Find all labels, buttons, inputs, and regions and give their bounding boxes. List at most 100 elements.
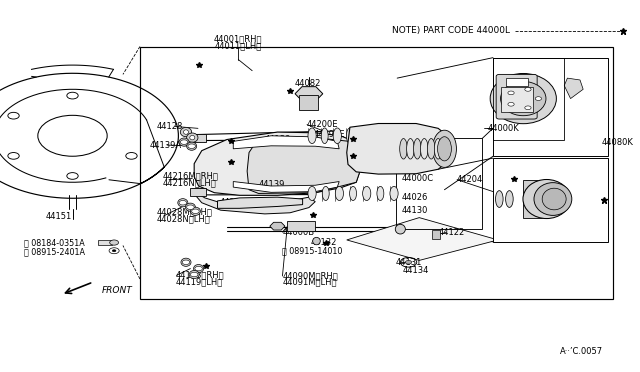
Polygon shape [270,222,285,230]
Text: 44130: 44130 [401,206,428,215]
Text: 44204: 44204 [457,175,483,184]
Bar [493,158,609,242]
Ellipse shape [490,74,556,124]
Bar [287,221,316,231]
Text: 44151: 44151 [45,212,72,221]
Circle shape [191,209,199,214]
Text: Ⓥ 08915-2401A: Ⓥ 08915-2401A [24,247,85,256]
Text: 44216N（LH）: 44216N（LH） [163,179,216,187]
Circle shape [508,102,514,106]
Ellipse shape [193,264,204,273]
Bar [433,230,440,239]
Text: 44082: 44082 [295,79,321,88]
Text: 44000B: 44000B [282,228,315,237]
Ellipse shape [495,190,503,208]
Text: 44216M（RH）: 44216M（RH） [163,171,218,180]
Text: 44132: 44132 [310,238,337,247]
Ellipse shape [428,139,435,159]
Ellipse shape [187,133,198,142]
Circle shape [195,266,202,271]
Text: 44000K: 44000K [487,124,519,133]
Ellipse shape [377,186,384,201]
Circle shape [109,240,118,245]
Circle shape [182,260,190,264]
Circle shape [180,140,188,144]
Text: 44091M（LH）: 44091M（LH） [282,278,337,287]
Text: 44026: 44026 [401,193,428,202]
Ellipse shape [523,179,570,219]
Bar [523,180,548,218]
Text: 44011（LH）: 44011（LH） [214,41,262,50]
Ellipse shape [180,127,191,137]
Text: 44000C: 44000C [401,174,434,183]
Text: 44080K: 44080K [602,138,634,147]
Ellipse shape [372,128,379,144]
Text: 44128: 44128 [156,122,183,131]
Ellipse shape [187,142,196,150]
Ellipse shape [506,190,513,208]
Bar [527,180,550,218]
Polygon shape [295,87,323,101]
Polygon shape [347,124,449,174]
Text: 44028M（RH）: 44028M（RH） [156,208,212,217]
Ellipse shape [308,128,316,144]
Ellipse shape [542,188,566,210]
Ellipse shape [335,186,344,201]
Ellipse shape [400,139,407,159]
Circle shape [188,144,195,148]
Ellipse shape [190,207,200,215]
Bar [98,240,111,245]
Circle shape [535,97,541,100]
Ellipse shape [190,135,195,140]
Circle shape [525,106,531,110]
Polygon shape [194,132,359,195]
Ellipse shape [409,128,417,144]
Ellipse shape [383,128,392,144]
Bar [190,134,206,142]
Ellipse shape [186,203,195,211]
Text: 44090E: 44090E [314,130,346,139]
Text: 44139: 44139 [265,135,291,144]
Polygon shape [247,138,359,193]
Ellipse shape [396,224,405,234]
Text: 44118（RH）: 44118（RH） [175,271,224,280]
Bar [500,87,532,112]
Circle shape [508,91,514,95]
Bar [396,138,483,229]
Ellipse shape [308,186,316,201]
Ellipse shape [438,137,451,161]
Text: 44001（RH）: 44001（RH） [214,35,262,44]
Ellipse shape [433,130,456,167]
Ellipse shape [184,130,189,134]
Circle shape [190,272,198,277]
Circle shape [525,87,531,91]
Text: 44026: 44026 [401,158,428,167]
Ellipse shape [363,186,371,201]
Text: 44090M（RH）: 44090M（RH） [282,272,338,280]
Ellipse shape [333,128,341,144]
Bar [140,46,612,299]
Ellipse shape [323,186,329,201]
Bar [493,58,609,156]
Ellipse shape [534,183,572,215]
Text: 44134: 44134 [402,266,429,275]
Bar [493,58,564,140]
Circle shape [112,250,116,252]
Text: 44200E: 44200E [307,120,339,129]
Text: 44131: 44131 [396,258,422,267]
Ellipse shape [321,128,328,144]
Ellipse shape [390,186,398,201]
Ellipse shape [178,199,188,207]
Ellipse shape [189,270,199,279]
Text: Ⓥ 08915-14010: Ⓥ 08915-14010 [282,247,343,256]
Ellipse shape [181,258,191,266]
Ellipse shape [346,128,353,144]
Text: A··’C.0057: A··’C.0057 [560,347,603,356]
Polygon shape [564,78,583,99]
Ellipse shape [413,139,421,159]
Text: 44119（LH）: 44119（LH） [175,277,223,286]
Ellipse shape [349,186,356,201]
Ellipse shape [397,128,404,144]
Text: NOTE) PART CODE 44000L: NOTE) PART CODE 44000L [392,26,510,35]
Circle shape [187,205,194,209]
